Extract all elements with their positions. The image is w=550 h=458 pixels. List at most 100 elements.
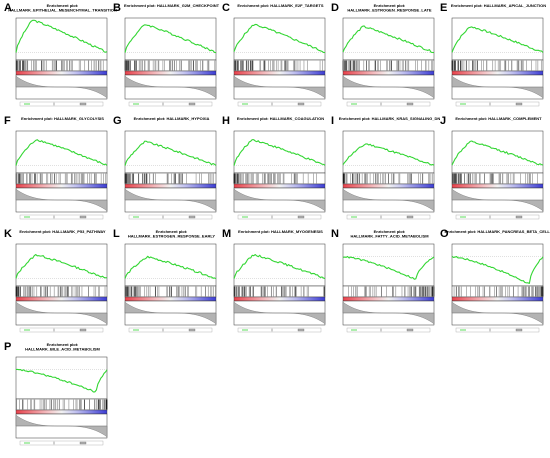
gene-hit-marks [342,60,433,71]
panel-title: Enrichment plot: HALLMARK_E2F_TARGETS [237,3,323,8]
es-plot-frame [451,130,544,174]
enrichment-score-line [451,140,544,166]
legend-box [19,440,104,446]
panel-letter: M [222,228,231,240]
rank-color-bar [124,70,217,76]
legend-box [19,101,104,107]
rank-color-bar [15,183,108,189]
panel-K: K Enrichment plot: HALLMARK_P53_PATHWAY [4,228,108,333]
rank-color-bar [233,70,326,76]
panel-B: B Enrichment plot: HALLMARK_G2M_CHECKPOIN… [113,2,220,107]
enrichment-score-line [342,25,435,54]
legend-box [346,214,431,220]
legend-box [19,214,104,220]
panel-title: Enrichment plot: [47,342,79,347]
enrichment-score-line [342,255,435,280]
panel-P: P Enrichment plot:HALLMARK_BILE_ACID_META… [4,341,108,446]
rank-color-bar [124,183,217,189]
gene-hit-marks [15,60,104,71]
hit-marks-frame [15,398,108,411]
gene-hit-marks [233,286,325,297]
legend-swatch-metric [188,328,196,332]
panel-title: Enrichment plot: HALLMARK_COMPLEMENT [455,116,542,121]
panel-E: E Enrichment plot: HALLMARK_APICAL_JUNCTI… [440,2,546,107]
gene-hit-marks [233,60,323,71]
es-plot-frame [15,130,108,174]
panel-title: Enrichment plot: HALLMARK_PANCREAS_BETA_… [444,229,550,234]
rank-color-bar [15,409,108,415]
enrichment-score-line [342,143,435,166]
enrichment-score-line [15,368,108,393]
hit-marks-frame [451,59,544,72]
es-plot-frame [451,17,544,61]
enrichment-score-line [233,254,326,280]
panel-title: HALLMARK_EPITHELIAL_MESENCHYMAL_TRANSITI… [8,8,117,13]
enrichment-score-line [124,140,217,166]
panel-title: Enrichment plot: HALLMARK_COAGULATION [237,116,324,121]
legend-swatch-metric [297,102,305,106]
panel-letter: J [440,115,446,127]
panel-letter: K [4,228,12,240]
panel-letter: A [4,2,12,14]
rank-color-bar [342,183,435,189]
es-plot-frame [342,130,435,174]
panel-title: HALLMARK_FATTY_ACID_METABOLISM [350,234,429,239]
panel-letter: H [222,115,230,127]
rank-color-bar [451,183,544,189]
panel-letter: F [4,115,11,127]
panel-letter: L [113,228,120,240]
legend-box [346,101,431,107]
es-plot-frame [233,243,326,287]
legend-swatch-metric [79,328,87,332]
enrichment-score-line [124,255,217,280]
panel-letter: E [440,2,447,14]
legend-swatch-metric [406,102,414,106]
es-plot-frame [15,17,108,61]
es-plot-frame [124,243,217,287]
legend-box [455,214,540,220]
rank-color-bar [233,183,326,189]
legend-box [237,101,322,107]
panel-title: Enrichment plot: [47,3,79,8]
panel-I: I Enrichment plot: HALLMARK_KRAS_SIGNALIN… [331,115,440,220]
legend-swatch-metric [297,328,305,332]
enrichment-score-line [124,24,217,54]
panel-H: H Enrichment plot: HALLMARK_COAGULATION [222,115,326,220]
legend-swatch-metric [297,215,305,219]
panel-M: M Enrichment plot: HALLMARK_MYOGENESIS [222,228,326,333]
rank-color-bar [342,70,435,76]
es-plot-frame [15,243,108,287]
hit-marks-frame [342,285,435,298]
gene-hit-marks [124,60,215,71]
panel-G: G Enrichment plot: HALLMARK_HYPOXIA [113,115,217,220]
hit-marks-frame [124,285,217,298]
hit-marks-frame [342,59,435,72]
panel-C: C Enrichment plot: HALLMARK_E2F_TARGETS [222,2,326,107]
panel-letter: C [222,2,230,14]
legend-box [128,327,213,333]
gene-hit-marks [124,286,216,297]
panel-title: Enrichment plot: HALLMARK_P53_PATHWAY [19,229,105,234]
panel-letter: I [331,115,334,127]
panel-title: Enrichment plot: HALLMARK_GLYCOLYSIS [21,116,104,121]
hit-marks-frame [451,172,544,185]
hit-marks-frame [451,285,544,298]
gene-hit-marks [452,173,538,184]
panel-letter: D [331,2,339,14]
panel-F: F Enrichment plot: HALLMARK_GLYCOLYSIS [4,115,108,220]
enrichment-score-line [451,255,544,284]
panel-title: HALLMARK_ESTROGEN_RESPONSE_EARLY [128,234,216,239]
es-plot-frame [451,243,544,287]
legend-swatch-metric [406,328,414,332]
gene-hit-marks [451,60,542,71]
enrichment-score-line [15,253,108,279]
panel-title: Enrichment plot: HALLMARK_MYOGENESIS [238,229,323,234]
panel-N: N Enrichment plot:HALLMARK_FATTY_ACID_MET… [331,228,435,333]
es-plot-frame [233,17,326,61]
panel-letter: O [440,228,449,240]
gene-hit-marks [15,286,106,297]
legend-swatch-metric [79,215,87,219]
gene-hit-marks [124,173,214,184]
